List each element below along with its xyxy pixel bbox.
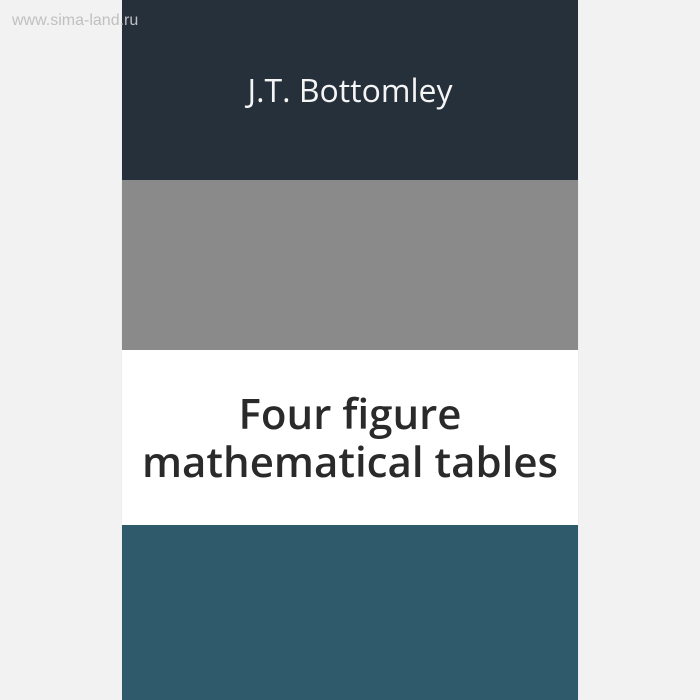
title-block: Four figure mathematical tables <box>122 350 578 525</box>
gray-spacer-block <box>122 180 578 350</box>
author-name: J.T. Bottomley <box>247 69 452 112</box>
book-title: Four figure mathematical tables <box>122 390 578 484</box>
bottom-block <box>122 525 578 700</box>
author-block: J.T. Bottomley <box>122 0 578 180</box>
book-cover: J.T. Bottomley Four figure mathematical … <box>122 0 578 700</box>
watermark-text: www.sima-land.ru <box>12 12 138 30</box>
